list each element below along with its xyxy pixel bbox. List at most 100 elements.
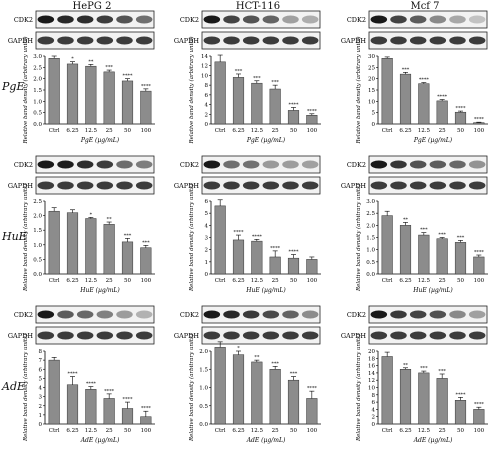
significance-label: ****: [141, 406, 152, 412]
chart-panel: CDK2 GAPDH 0 1 2 3 4 5 6 7 8 Relative band density …: [8, 305, 155, 444]
bar: [232, 239, 245, 275]
chart-panel: CDK2 GAPDH 0.0 0.5 1.0 1.5 2.0 Relative band de…: [174, 305, 321, 444]
blot-strip: [35, 326, 155, 345]
blot-strip: [368, 305, 488, 324]
blot-band: [242, 160, 260, 169]
bar: [140, 90, 152, 125]
blot-band: [262, 160, 280, 169]
blot-band: [203, 181, 221, 190]
y-tick-label: 4: [372, 407, 376, 413]
blot-band: [370, 36, 388, 45]
blot-label-cdk2: CDK2: [14, 311, 33, 319]
y-tick-label: 1.5: [33, 228, 42, 234]
blot-band: [76, 310, 94, 319]
blot-band: [116, 160, 133, 169]
y-tick-label: 2.0: [199, 349, 208, 355]
blot-band: [262, 181, 280, 190]
blot-band: [96, 181, 114, 190]
significance-label: ***: [253, 75, 261, 81]
y-tick-label: 2: [39, 404, 43, 410]
y-tick-label: 14: [201, 54, 208, 60]
y-tick-label: 8: [372, 393, 376, 399]
y-tick-label: 12: [201, 64, 208, 70]
row-label: PgE: [2, 80, 25, 93]
y-tick-label: 1.0: [199, 386, 208, 392]
blot-label-cdk2: CDK2: [347, 16, 366, 24]
blot-strip: [35, 10, 155, 29]
blot-band: [429, 160, 447, 169]
y-tick-label: 2: [205, 112, 209, 118]
x-tick-label: 6.25: [66, 278, 79, 284]
x-tick-label: Ctrl: [49, 128, 60, 134]
row-label: AdE: [2, 380, 26, 393]
blot-band: [390, 36, 407, 45]
blot-band: [203, 310, 221, 319]
y-tick-label: 8: [205, 83, 209, 89]
significance-label: ****: [252, 234, 263, 240]
x-tick-label: 100: [474, 128, 485, 134]
significance-label: ****: [141, 83, 152, 89]
blot-band: [370, 310, 388, 319]
x-tick-label: 50: [290, 278, 297, 284]
x-tick-label: Ctrl: [215, 428, 226, 434]
y-tick-label: 2.0: [366, 223, 375, 229]
bar: [140, 247, 152, 275]
x-tick-label: Ctrl: [215, 278, 226, 284]
blot-label-cdk2: CDK2: [14, 161, 33, 169]
x-tick-label: 25: [106, 128, 113, 134]
y-tick-label: 1: [39, 413, 43, 419]
y-tick-label: 0.0: [33, 122, 42, 128]
x-tick-label: 50: [290, 128, 297, 134]
blot-band: [370, 15, 388, 24]
significance-label: ***: [457, 235, 465, 241]
y-axis-label: Relative band density (arbitrary units): [22, 184, 29, 292]
y-tick-label: 2.5: [33, 65, 42, 71]
significance-label: ****: [289, 249, 300, 255]
significance-label: ***: [142, 240, 150, 246]
significance-label: *: [237, 346, 240, 352]
y-tick-label: 16: [368, 364, 375, 370]
x-tick-label: 25: [272, 428, 279, 434]
blot-label-cdk2: CDK2: [347, 161, 366, 169]
blot-label-cdk2: CDK2: [14, 16, 33, 24]
blot-label-cdk2: CDK2: [180, 16, 199, 24]
x-tick-label: 100: [141, 128, 152, 134]
significance-label: ****: [474, 250, 485, 256]
x-tick-label: 100: [307, 278, 318, 284]
y-tick-label: 1.5: [33, 88, 42, 94]
y-tick-label: 20: [368, 349, 375, 355]
significance-label: ***: [420, 366, 428, 372]
bar: [121, 241, 134, 275]
y-tick-label: 1: [205, 260, 209, 266]
blot-band: [429, 331, 447, 340]
bar: [418, 234, 430, 275]
significance-label: ****: [307, 386, 318, 392]
blot-band: [468, 36, 486, 45]
x-axis-label: HuE (µg/mL): [245, 287, 286, 294]
y-tick-label: 14: [368, 371, 375, 377]
bar: [251, 82, 263, 125]
blot-band: [96, 36, 114, 45]
y-tick-label: 3.0: [33, 54, 42, 60]
x-axis-label: HuE (µg/mL): [79, 287, 120, 294]
y-tick-label: 2.5: [33, 199, 42, 205]
significance-label: ****: [86, 381, 97, 387]
blot-band: [429, 36, 447, 45]
blot-band: [282, 181, 299, 190]
blot-band: [429, 310, 447, 319]
blot-band: [429, 181, 447, 190]
blot-strip: [35, 155, 155, 174]
significance-label: ****: [419, 77, 430, 83]
y-tick-label: 10: [368, 386, 375, 392]
significance-label: ****: [123, 397, 134, 403]
x-tick-label: Ctrl: [49, 278, 60, 284]
blot-band: [370, 160, 388, 169]
x-tick-label: Ctrl: [382, 278, 393, 284]
significance-label: ****: [456, 106, 467, 112]
blot-band: [282, 36, 299, 45]
x-tick-label: 100: [474, 278, 485, 284]
y-axis-label: Relative band density (arbitrary units): [188, 184, 195, 292]
bar: [381, 356, 393, 425]
x-tick-label: 50: [124, 128, 131, 134]
x-tick-label: 25: [106, 278, 113, 284]
